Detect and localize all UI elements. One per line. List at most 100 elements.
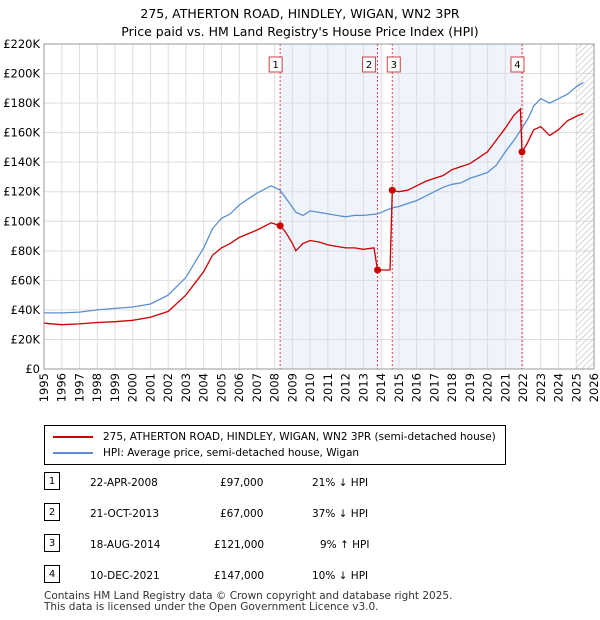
x-tick-label: 2012 <box>339 373 353 402</box>
x-tick-label: 2025 <box>569 373 583 402</box>
x-tick-label: 2026 <box>587 373 600 402</box>
forecast-hatch <box>576 182 595 201</box>
sale-price: £147,000 <box>214 570 265 582</box>
plot-frame <box>43 43 595 370</box>
x-tick-label: 2001 <box>143 373 157 402</box>
forecast-hatch <box>576 152 595 171</box>
forecast-hatch <box>576 212 595 231</box>
forecast-hatch <box>576 43 583 51</box>
forecast-hatch <box>576 50 595 69</box>
sale-hpi-change: 9% ↑ HPI <box>320 539 370 551</box>
x-tick-label: 2006 <box>232 373 246 402</box>
forecast-hatch <box>576 266 595 285</box>
forecast-hatch <box>576 146 595 165</box>
x-tick-label: 2019 <box>463 373 477 402</box>
forecast-hatch <box>576 194 595 213</box>
sale-point <box>518 148 526 156</box>
forecast-hatch <box>581 356 595 370</box>
sale-point <box>276 222 284 230</box>
y-tick-label: £120K <box>3 185 40 199</box>
forecast-hatch <box>576 320 595 339</box>
sale-date: 22-APR-2008 <box>90 477 158 489</box>
x-tick-label: 1997 <box>72 373 86 402</box>
table-row: 3 18-AUG-2014 £121,000 9% ↑ HPI <box>44 534 564 558</box>
forecast-hatch <box>576 242 595 261</box>
forecast-hatch <box>576 230 595 249</box>
sale-label-text: 2 <box>366 60 372 71</box>
sale-point <box>374 266 382 274</box>
table-row: 1 22-APR-2008 £97,000 21% ↓ HPI <box>44 472 564 496</box>
forecast-hatch <box>576 200 595 219</box>
sale-marker-box: 3 <box>44 534 60 552</box>
x-tick-label: 2002 <box>161 373 175 402</box>
sale-label-box <box>510 56 525 73</box>
forecast-hatch <box>576 332 595 351</box>
forecast-hatch <box>576 140 595 159</box>
forecast-hatch <box>576 56 595 75</box>
x-tick-label: 2005 <box>214 373 228 402</box>
legend-label-hpi: HPI: Average price, semi-detached house,… <box>103 447 360 459</box>
sale-marker-box: 2 <box>44 503 60 521</box>
x-tick-label: 2008 <box>268 373 282 402</box>
forecast-hatch <box>576 326 595 345</box>
price-chart: 1 2 3 4 £0 £20K £40K £60K £80K £100K £120K £140K £1… <box>3 37 600 402</box>
forecast-hatch <box>576 278 595 297</box>
chart-title: 275, ATHERTON ROAD, HINDLEY, WIGAN, WN2 … <box>140 6 460 21</box>
forecast-hatch <box>576 248 595 267</box>
sale-price: £121,000 <box>214 539 265 551</box>
forecast-hatch <box>587 362 595 370</box>
forecast-hatch <box>576 44 595 63</box>
legend-item-hpi: HPI: Average price, semi-detached house,… <box>53 447 359 459</box>
y-tick-label: £20K <box>11 332 41 346</box>
y-tick-label: £220K <box>3 37 40 51</box>
series-line-property <box>43 107 584 326</box>
forecast-hatch <box>576 170 595 189</box>
sale-label-box <box>268 56 283 73</box>
sale-label-text: 3 <box>391 60 397 71</box>
forecast-hatch <box>576 290 595 309</box>
forecast-hatch <box>576 164 595 183</box>
sale-label-box <box>386 56 401 73</box>
forecast-hatch <box>576 254 595 273</box>
sale-point <box>388 186 396 194</box>
sale-label-text: 1 <box>272 60 278 71</box>
x-tick-label: 1996 <box>55 373 69 402</box>
x-tick-label: 2014 <box>374 373 388 402</box>
forecast-hatch <box>576 236 595 255</box>
sale-date: 10-DEC-2021 <box>90 570 160 582</box>
footer-copyright: Contains HM Land Registry data © Crown c… <box>44 590 453 602</box>
x-tick-label: 2021 <box>498 373 512 402</box>
table-row: 2 21-OCT-2013 £67,000 37% ↓ HPI <box>44 503 564 527</box>
forecast-hatch <box>576 344 595 363</box>
sale-marker-box: 1 <box>44 472 60 490</box>
x-tick-label: 2003 <box>179 373 193 402</box>
table-row: 4 10-DEC-2021 £147,000 10% ↓ HPI <box>44 565 564 589</box>
x-tick-label: 1995 <box>37 373 51 402</box>
legend: 275, ATHERTON ROAD, HINDLEY, WIGAN, WN2 … <box>44 425 506 465</box>
y-tick-label: £0 <box>25 362 40 376</box>
sale-hpi-change: 21% ↓ HPI <box>312 477 369 489</box>
forecast-hatch <box>576 80 595 99</box>
forecast-hatch <box>576 134 595 153</box>
forecast-hatch <box>576 206 595 225</box>
x-tick-label: 2017 <box>427 373 441 402</box>
x-tick-label: 2023 <box>534 373 548 402</box>
forecast-hatch <box>576 296 595 315</box>
forecast-hatch <box>576 218 595 237</box>
forecast-hatch <box>576 98 595 117</box>
y-tick-label: £200K <box>3 67 40 81</box>
series-line-hpi <box>44 81 584 314</box>
y-tick-label: £40K <box>11 303 41 317</box>
y-tick-label: £100K <box>3 214 40 228</box>
forecast-hatch <box>576 188 595 207</box>
x-tick-label: 2013 <box>356 373 370 402</box>
x-tick-label: 1999 <box>108 373 122 402</box>
legend-label-property: 275, ATHERTON ROAD, HINDLEY, WIGAN, WN2 … <box>103 431 496 443</box>
x-tick-label: 2010 <box>303 373 317 402</box>
forecast-hatch <box>576 116 595 135</box>
ownership-shade <box>392 44 522 369</box>
y-tick-label: £180K <box>3 96 40 110</box>
x-tick-label: 2009 <box>285 373 299 402</box>
forecast-hatch <box>576 104 595 123</box>
sale-label-box <box>362 56 377 73</box>
